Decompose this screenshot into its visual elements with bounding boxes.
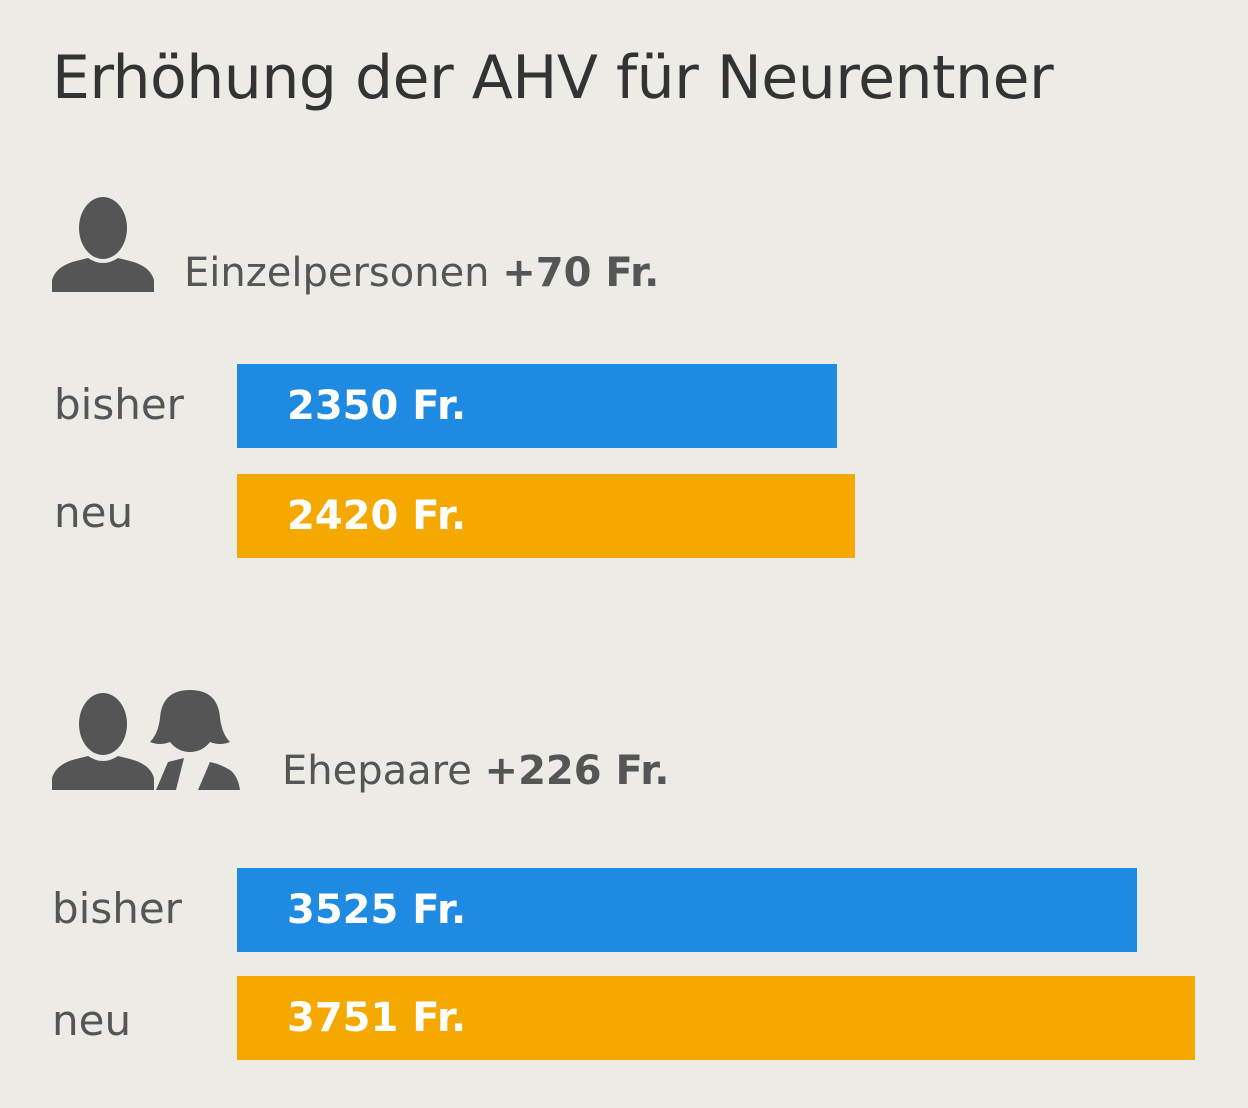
bar-einzel-bisher: 2350 Fr. (237, 364, 837, 448)
group-increase: +226 Fr. (484, 748, 670, 794)
bar-value-label: 2420 Fr. (287, 493, 467, 539)
couple-icon (52, 690, 240, 790)
chart-title: Erhöhung der AHV für Neurentner (52, 43, 1054, 113)
bar-einzel-neu: 2420 Fr. (237, 474, 855, 558)
single-person-icon (52, 197, 154, 292)
bar-value-label: 3751 Fr. (287, 995, 467, 1041)
row-label-bisher: bisher (52, 884, 182, 933)
bar-ehepaare-neu: 3751 Fr. (237, 976, 1195, 1060)
group-name: Ehepaare (282, 748, 472, 794)
bar-value-label: 2350 Fr. (287, 383, 467, 429)
row-label-bisher: bisher (54, 380, 184, 429)
bar-ehepaare-bisher: 3525 Fr. (237, 868, 1137, 952)
group-name: Einzelpersonen (184, 250, 490, 296)
group-label-einzelpersonen: Einzelpersonen +70 Fr. (184, 250, 659, 296)
group-increase: +70 Fr. (502, 250, 660, 296)
group-label-ehepaare: Ehepaare +226 Fr. (282, 748, 669, 794)
bar-value-label: 3525 Fr. (287, 887, 467, 933)
row-label-neu: neu (52, 996, 132, 1045)
row-label-neu: neu (54, 488, 134, 537)
